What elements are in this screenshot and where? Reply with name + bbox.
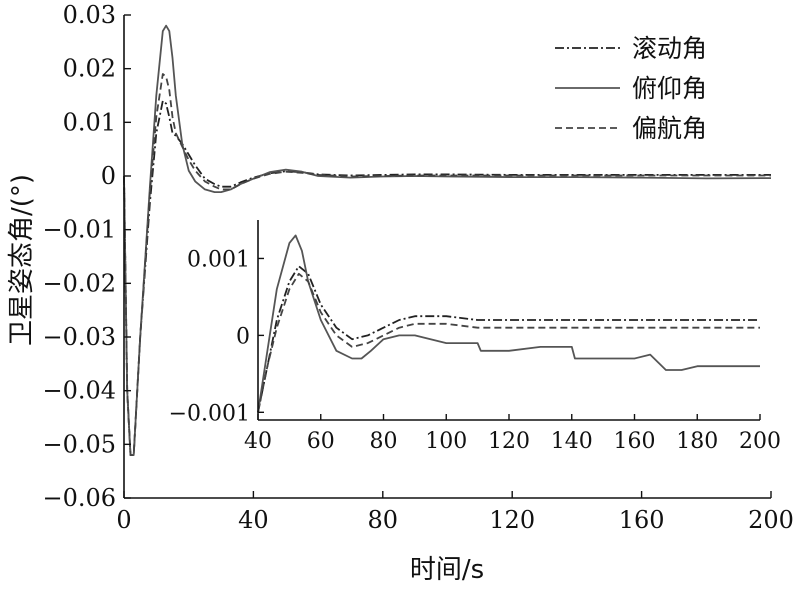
legend-label-2: 偏航角 bbox=[632, 114, 707, 143]
main-series-group bbox=[123, 24, 772, 457]
main-series-line-2 bbox=[123, 73, 771, 457]
inset-x-tick-label-3: 100 bbox=[425, 429, 467, 454]
inset-y-tick-label-2: −0.001 bbox=[169, 401, 250, 426]
main-y-tick-label-7: −0.04 bbox=[42, 377, 116, 405]
inset-x-tick-label-7: 180 bbox=[676, 429, 718, 454]
x-axis-label: 时间/s bbox=[410, 555, 484, 585]
main-y-tick-label-5: −0.02 bbox=[42, 269, 116, 297]
inset-x-tick-label-1: 60 bbox=[307, 429, 335, 454]
main-y-tick-label-6: −0.03 bbox=[42, 323, 116, 351]
inset-x-tick-label-8: 200 bbox=[739, 429, 781, 454]
main-x-tick-label-2: 80 bbox=[368, 506, 399, 534]
main-plot: 0 40 80 120 160 200 0.03 0.02 0.01 0 −0.01 −0.02 −0.… bbox=[42, 1, 793, 534]
inset-plot: 40 60 80 100 120 140 160 180 200 0.001 0 −0.001 bbox=[169, 214, 781, 454]
main-y-tick-label-2: 0.01 bbox=[63, 108, 116, 136]
inset-x-tick-label-6: 160 bbox=[614, 429, 656, 454]
inset-x-tick-label-5: 140 bbox=[551, 429, 593, 454]
main-y-tick-label-3: 0 bbox=[101, 162, 116, 190]
inset-y-tick-label-1: 0 bbox=[236, 324, 250, 349]
main-y-tick-label-8: −0.05 bbox=[42, 430, 116, 458]
inset-series-line-1 bbox=[257, 234, 760, 413]
main-ticks: 0 40 80 120 160 200 0.03 0.02 0.01 0 −0.01 −0.02 −0.… bbox=[42, 1, 793, 534]
legend-label-0: 滚动角 bbox=[632, 34, 707, 63]
inset-x-tick-label-4: 120 bbox=[488, 429, 530, 454]
legend-label-1: 俯仰角 bbox=[632, 74, 707, 103]
main-x-tick-label-4: 160 bbox=[619, 506, 665, 534]
inset-ticks: 40 60 80 100 120 140 160 180 200 0.001 0 −0.001 bbox=[169, 247, 781, 454]
main-x-tick-label-3: 120 bbox=[489, 506, 535, 534]
y-axis-label: 卫星姿态角/(°) bbox=[7, 174, 37, 346]
inset-x-tick-label-2: 80 bbox=[370, 429, 398, 454]
inset-y-tick-label-0: 0.001 bbox=[187, 247, 250, 272]
main-y-tick-label-4: −0.01 bbox=[42, 216, 116, 244]
main-y-tick-label-0: 0.03 bbox=[63, 1, 116, 29]
main-x-tick-label-1: 40 bbox=[238, 506, 269, 534]
inset-series-group bbox=[257, 234, 760, 413]
inset-series-line-2 bbox=[257, 272, 760, 413]
main-x-tick-label-0: 0 bbox=[116, 506, 131, 534]
main-x-tick-label-5: 200 bbox=[748, 506, 794, 534]
main-series-line-0 bbox=[123, 100, 771, 457]
inset-background bbox=[258, 214, 768, 424]
main-axes bbox=[123, 15, 771, 499]
main-y-tick-label-1: 0.02 bbox=[63, 55, 116, 83]
main-y-tick-label-9: −0.06 bbox=[42, 484, 116, 512]
inset-x-tick-label-0: 40 bbox=[244, 429, 272, 454]
inset-series-line-0 bbox=[257, 265, 760, 413]
